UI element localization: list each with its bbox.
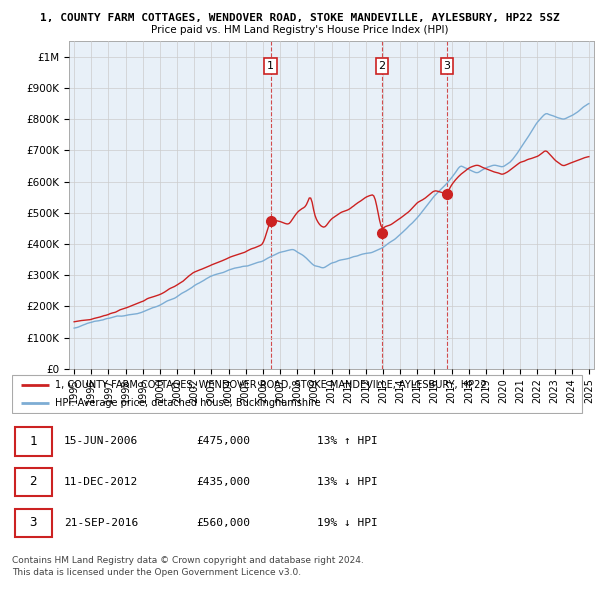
Text: £435,000: £435,000 (196, 477, 250, 487)
Text: 3: 3 (443, 61, 450, 71)
Text: 1, COUNTY FARM COTTAGES, WENDOVER ROAD, STOKE MANDEVILLE, AYLESBURY, HP22: 1, COUNTY FARM COTTAGES, WENDOVER ROAD, … (55, 380, 487, 390)
Text: This data is licensed under the Open Government Licence v3.0.: This data is licensed under the Open Gov… (12, 568, 301, 576)
Text: 13% ↓ HPI: 13% ↓ HPI (317, 477, 378, 487)
Text: 15-JUN-2006: 15-JUN-2006 (64, 437, 138, 446)
Text: 1: 1 (267, 61, 274, 71)
Text: 1: 1 (29, 435, 37, 448)
Text: 3: 3 (29, 516, 37, 529)
Text: HPI: Average price, detached house, Buckinghamshire: HPI: Average price, detached house, Buck… (55, 398, 321, 408)
Text: 21-SEP-2016: 21-SEP-2016 (64, 517, 138, 527)
Text: 1, COUNTY FARM COTTAGES, WENDOVER ROAD, STOKE MANDEVILLE, AYLESBURY, HP22 5SZ: 1, COUNTY FARM COTTAGES, WENDOVER ROAD, … (40, 13, 560, 23)
Text: Price paid vs. HM Land Registry's House Price Index (HPI): Price paid vs. HM Land Registry's House … (151, 25, 449, 35)
Text: Contains HM Land Registry data © Crown copyright and database right 2024.: Contains HM Land Registry data © Crown c… (12, 556, 364, 565)
Text: 19% ↓ HPI: 19% ↓ HPI (317, 517, 378, 527)
Text: 11-DEC-2012: 11-DEC-2012 (64, 477, 138, 487)
Text: £475,000: £475,000 (196, 437, 250, 446)
Text: 13% ↑ HPI: 13% ↑ HPI (317, 437, 378, 446)
Text: 2: 2 (379, 61, 386, 71)
Text: 2: 2 (29, 476, 37, 489)
Text: £560,000: £560,000 (196, 517, 250, 527)
